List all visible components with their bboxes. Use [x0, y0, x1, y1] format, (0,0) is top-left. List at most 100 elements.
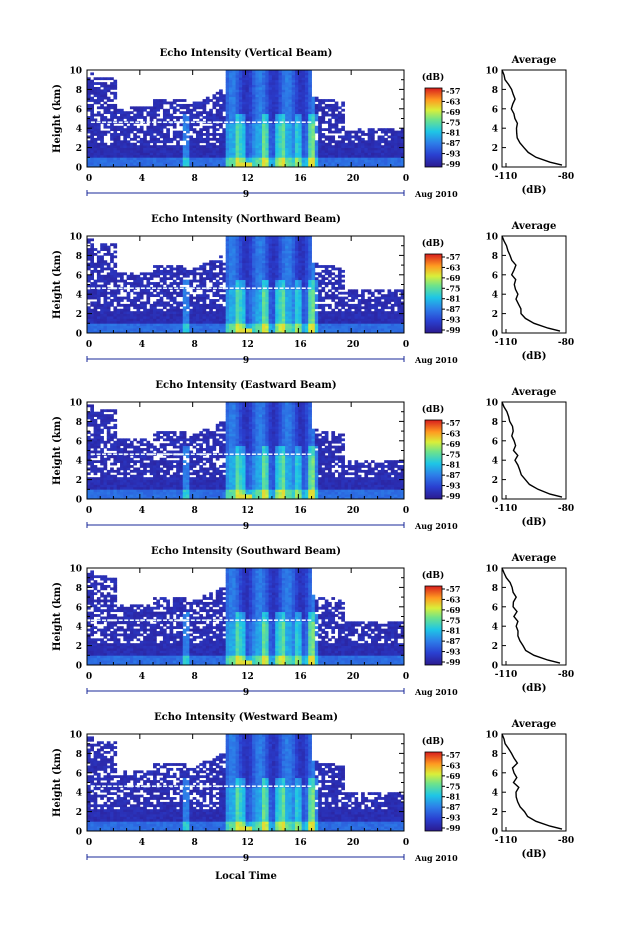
heatmap-cell	[146, 328, 151, 331]
heatmap-cell	[93, 306, 98, 310]
heatmap-cell	[308, 294, 312, 298]
heatmap-cell	[235, 306, 240, 310]
heatmap-cell	[324, 277, 329, 281]
heatmap-cell	[156, 320, 161, 324]
heatmap-cell	[258, 257, 263, 261]
heatmap-cell	[262, 257, 266, 261]
heatmap-cell	[215, 320, 220, 324]
heatmap-cell	[146, 111, 151, 115]
heatmap-cell	[162, 101, 167, 105]
heatmap-cell	[318, 265, 322, 268]
heatmap-cell	[258, 89, 263, 93]
heatmap-cell	[110, 120, 114, 124]
heatmap-cell	[110, 303, 114, 307]
heatmap-cell	[295, 77, 299, 81]
heatmap-cell	[265, 70, 270, 73]
heatmap-cell	[265, 74, 270, 78]
heatmap-cell	[298, 303, 303, 307]
heatmap-cell	[113, 262, 118, 266]
heatmap-cell	[176, 99, 180, 102]
heatmap-cell	[321, 145, 326, 148]
heatmap-cell	[209, 147, 213, 151]
heatmap-cell	[278, 74, 283, 78]
heatmap-cell	[285, 106, 289, 110]
heatmap-cell	[311, 318, 316, 322]
heatmap-cell	[215, 303, 220, 307]
heatmap-cell	[153, 303, 157, 307]
heatmap-cell	[298, 113, 303, 117]
heatmap-cell	[252, 260, 256, 264]
heatmap-cell	[278, 118, 283, 122]
heatmap-cell	[106, 250, 111, 254]
heatmap-cell	[361, 159, 365, 163]
heatmap-cell	[93, 325, 98, 329]
heatmap-cell	[212, 306, 217, 310]
heatmap-cell	[275, 84, 279, 88]
heatmap-cell	[195, 133, 200, 136]
heatmap-cell	[228, 260, 233, 264]
heatmap-cell	[103, 130, 108, 134]
heatmap-cell	[90, 135, 94, 139]
heatmap-cell	[278, 301, 283, 305]
heatmap-cell	[225, 103, 230, 107]
heatmap-cell	[311, 296, 316, 300]
heatmap-cell	[308, 308, 312, 312]
heatmap-cell	[275, 250, 279, 254]
heatmap-cell	[281, 308, 286, 312]
heatmap-cell	[169, 308, 174, 312]
heatmap-cell	[285, 299, 289, 302]
heatmap-cell	[248, 240, 253, 244]
heatmap-cell	[367, 159, 372, 163]
heatmap-cell	[209, 157, 213, 161]
heatmap-cell	[252, 252, 256, 256]
heatmap-cell	[281, 79, 286, 83]
colorbar	[424, 87, 443, 168]
heatmap-cell	[225, 116, 230, 119]
heatmap-cell	[301, 250, 306, 254]
heatmap-cell	[258, 70, 263, 73]
heatmap-cell	[271, 289, 276, 293]
heatmap-cell	[387, 147, 392, 151]
heatmap-cell	[162, 306, 167, 310]
heatmap-cell	[387, 140, 392, 144]
heatmap-cell	[281, 86, 286, 90]
heatmap-cell	[195, 330, 200, 334]
heatmap-cell	[255, 279, 260, 283]
heatmap-cell	[271, 137, 276, 141]
heatmap-cell	[110, 86, 114, 90]
heatmap-cell	[298, 255, 303, 259]
heatmap-cell	[258, 301, 263, 305]
heatmap-cell	[166, 284, 170, 288]
heatmap-cell	[278, 84, 283, 88]
heatmap-cell	[143, 301, 147, 305]
heatmap-cell	[262, 154, 266, 158]
heatmap-cell	[189, 316, 194, 319]
heatmap-cell	[262, 77, 266, 81]
heatmap-cell	[238, 96, 243, 100]
heatmap-cell	[344, 130, 349, 134]
heatmap-cell	[351, 147, 355, 151]
heatmap-cell	[179, 145, 184, 148]
heatmap-cell	[278, 137, 283, 141]
heatmap-cell	[87, 277, 91, 281]
heatmap-cell	[255, 238, 260, 242]
heatmap-cell	[87, 279, 91, 283]
heatmap-cell	[295, 294, 299, 298]
heatmap-cell	[245, 269, 250, 273]
heatmap-cell	[166, 145, 170, 148]
heatmap-cell	[172, 279, 177, 283]
heatmap-cell	[255, 291, 260, 295]
heatmap-cell	[314, 128, 319, 132]
heatmap-cell	[129, 159, 134, 163]
heatmap-cell	[341, 164, 345, 168]
heatmap-cell	[275, 306, 279, 310]
heatmap-cell	[169, 118, 174, 122]
heatmap-cell	[149, 140, 154, 144]
heatmap-cell	[176, 116, 180, 119]
heatmap-cell	[87, 284, 91, 288]
heatmap-cell	[215, 279, 220, 283]
heatmap-cell	[205, 118, 210, 122]
heatmap-cell	[153, 313, 157, 317]
heatmap-cell	[110, 255, 114, 259]
heatmap-cell	[334, 311, 339, 314]
